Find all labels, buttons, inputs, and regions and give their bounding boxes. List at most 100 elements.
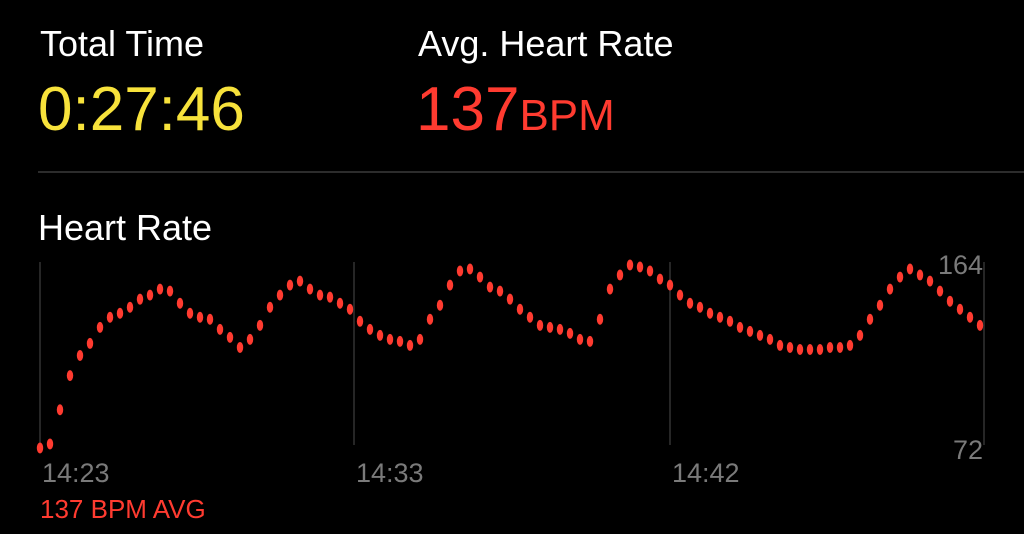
data-point xyxy=(916,269,924,281)
data-point xyxy=(276,289,284,301)
data-point xyxy=(496,285,504,297)
data-point xyxy=(306,283,314,295)
data-point xyxy=(476,271,484,283)
data-point xyxy=(956,303,964,315)
data-point xyxy=(656,273,664,285)
data-point xyxy=(606,283,614,295)
annotation: 137 BPM AVG xyxy=(40,494,206,524)
data-point xyxy=(786,341,794,353)
data-point xyxy=(746,325,754,337)
data-point xyxy=(176,297,184,309)
data-point xyxy=(86,337,94,349)
data-point xyxy=(326,291,334,303)
metric-value: 0:27:46 xyxy=(38,75,245,144)
metric-value: 137 xyxy=(416,75,519,144)
data-point xyxy=(736,321,744,333)
data-point xyxy=(626,259,634,271)
data-point xyxy=(346,303,354,315)
data-point xyxy=(796,343,804,355)
data-point xyxy=(696,301,704,313)
x-tick-label: 14:33 xyxy=(356,458,424,488)
data-point xyxy=(456,265,464,277)
data-point xyxy=(886,283,894,295)
data-point xyxy=(436,299,444,311)
data-point xyxy=(216,323,224,335)
data-point xyxy=(836,341,844,353)
data-point xyxy=(466,263,474,275)
data-point xyxy=(966,311,974,323)
chart-title: Heart Rate xyxy=(38,207,212,248)
data-point xyxy=(76,349,84,361)
data-point xyxy=(186,307,194,319)
data-point xyxy=(526,311,534,323)
data-point xyxy=(586,335,594,347)
data-point xyxy=(826,341,834,353)
data-point xyxy=(56,404,64,416)
data-point xyxy=(226,331,234,343)
data-point xyxy=(946,295,954,307)
data-point xyxy=(126,301,134,313)
data-point xyxy=(206,313,214,325)
data-point xyxy=(896,271,904,283)
metric-label: Total Time xyxy=(40,23,204,64)
metric-label: Avg. Heart Rate xyxy=(418,23,673,64)
data-point xyxy=(716,311,724,323)
data-point xyxy=(856,329,864,341)
data-point xyxy=(266,301,274,313)
data-point xyxy=(676,289,684,301)
data-point xyxy=(876,299,884,311)
data-point xyxy=(646,265,654,277)
data-point xyxy=(576,333,584,345)
data-point xyxy=(136,293,144,305)
x-tick-label: 14:23 xyxy=(42,458,110,488)
y-tick-label: 164 xyxy=(938,250,983,280)
data-point xyxy=(376,329,384,341)
data-point xyxy=(316,289,324,301)
data-point xyxy=(386,333,394,345)
data-point xyxy=(906,263,914,275)
data-point xyxy=(426,313,434,325)
data-point xyxy=(356,315,364,327)
data-point xyxy=(156,283,164,295)
data-point xyxy=(616,269,624,281)
data-point xyxy=(546,321,554,333)
data-point xyxy=(446,279,454,291)
data-point xyxy=(96,321,104,333)
data-point xyxy=(146,289,154,301)
data-point xyxy=(566,327,574,339)
data-point xyxy=(776,339,784,351)
data-point xyxy=(706,307,714,319)
data-point xyxy=(116,307,124,319)
y-tick-label: 72 xyxy=(953,435,983,465)
data-point xyxy=(366,323,374,335)
data-point xyxy=(596,313,604,325)
data-point xyxy=(506,293,514,305)
data-point xyxy=(396,335,404,347)
data-point xyxy=(556,323,564,335)
data-point xyxy=(666,279,674,291)
data-point xyxy=(866,313,874,325)
data-point xyxy=(846,339,854,351)
metric-value-group: 137BPM xyxy=(416,75,615,144)
data-point xyxy=(66,370,74,382)
data-point xyxy=(406,339,414,351)
data-point xyxy=(236,341,244,353)
data-point xyxy=(536,319,544,331)
data-point xyxy=(516,303,524,315)
data-point xyxy=(686,297,694,309)
data-point xyxy=(296,275,304,287)
data-point xyxy=(36,442,44,454)
data-point xyxy=(106,311,114,323)
data-point xyxy=(636,261,644,273)
data-point xyxy=(756,329,764,341)
x-tick-label: 14:42 xyxy=(672,458,740,488)
metric-unit: BPM xyxy=(519,91,614,140)
data-point xyxy=(196,311,204,323)
data-point xyxy=(936,285,944,297)
data-point xyxy=(816,343,824,355)
data-point xyxy=(416,333,424,345)
data-point xyxy=(256,319,264,331)
data-point xyxy=(976,319,984,331)
